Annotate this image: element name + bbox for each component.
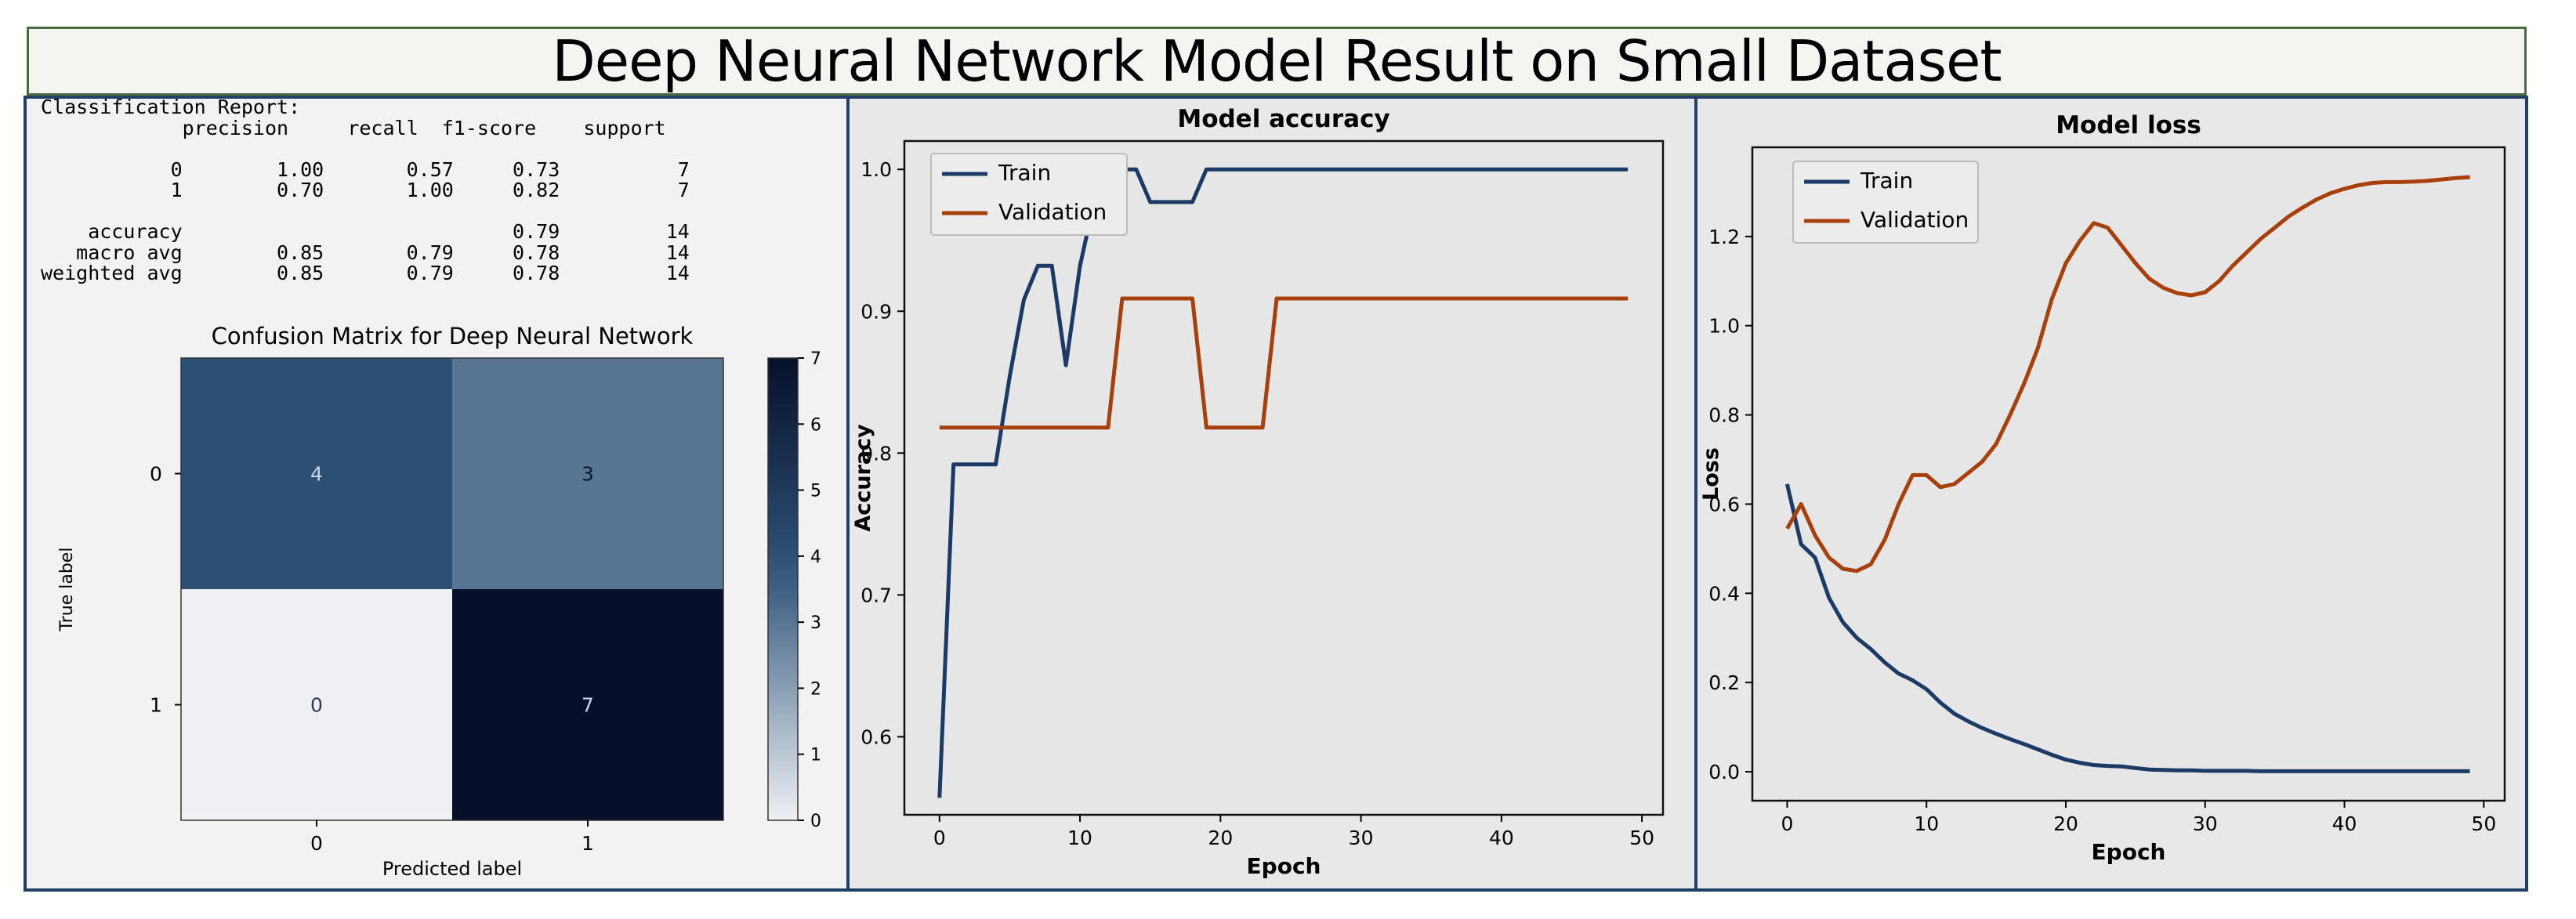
cm-cell-value: 0 (310, 694, 323, 717)
x-tick-label: 30 (1349, 827, 1374, 849)
cm-colorbar-tick-label: 7 (810, 349, 821, 369)
figure-frame (24, 96, 2528, 892)
cm-cell (452, 589, 723, 820)
cm-x-tick-label: 1 (582, 832, 594, 855)
cm-colorbar-tick-label: 1 (810, 746, 821, 765)
y-tick-label: 1.2 (1708, 226, 1740, 248)
cm-ylabel: True label (57, 548, 77, 632)
page-title: Deep Neural Network Model Result on Smal… (552, 28, 2002, 94)
cm-cell-value: 3 (582, 463, 594, 486)
cm-cell (181, 358, 452, 589)
plot-area (1751, 146, 2506, 802)
y-axis-label: Accuracy (851, 424, 875, 532)
x-tick-label: 20 (1208, 827, 1233, 849)
cm-frame (180, 357, 724, 821)
y-tick-label: 0.4 (1708, 582, 1740, 605)
x-axis-label: Epoch (1247, 853, 1321, 879)
x-tick-label: 10 (1067, 827, 1092, 849)
legend-label: Train (998, 160, 1051, 186)
series-line-train (937, 167, 1629, 798)
cm-colorbar-tick-label: 6 (810, 415, 821, 435)
cm-colorbar-tick-label: 2 (810, 679, 821, 699)
confusion-matrix-title: Confusion Matrix for Deep Neural Network (212, 323, 694, 349)
x-tick-label: 0 (933, 827, 946, 849)
x-tick-label: 40 (1489, 827, 1514, 849)
cm-colorbar-tick-label: 4 (810, 548, 821, 567)
x-tick-label: 10 (1914, 812, 1939, 835)
cm-colorbar-tick-label: 3 (810, 613, 821, 633)
y-tick-label: 0.7 (860, 584, 892, 606)
y-tick-label: 0.9 (860, 300, 892, 323)
legend-label: Validation (1860, 207, 1969, 233)
cm-cell-value: 7 (582, 694, 594, 717)
series-line-train (1784, 483, 2470, 773)
x-tick-label: 20 (2053, 812, 2078, 835)
cm-colorbar-tick-label: 0 (810, 812, 821, 831)
y-tick-label: 1.0 (1708, 315, 1740, 338)
cm-cell-value: 4 (310, 463, 323, 486)
y-tick-label: 0.8 (1708, 404, 1740, 427)
cm-y-tick-label: 0 (150, 463, 162, 486)
x-tick-label: 30 (2193, 812, 2218, 835)
cm-x-tick-label: 0 (310, 832, 323, 855)
y-tick-label: 1.0 (860, 158, 892, 181)
cm-cell (452, 358, 723, 589)
legend-label: Train (1860, 168, 1913, 194)
cm-xlabel: Predicted label (382, 858, 522, 880)
x-axis-label: Epoch (2092, 839, 2166, 865)
y-tick-label: 0.2 (1708, 671, 1740, 694)
title-banner: Deep Neural Network Model Result on Smal… (27, 27, 2527, 96)
series-line-validation (1785, 175, 2470, 573)
x-tick-label: 40 (2332, 812, 2357, 835)
cm-y-tick-label: 1 (150, 694, 162, 717)
cm-cell (181, 589, 452, 820)
legend-label: Validation (998, 199, 1107, 225)
y-tick-label: 0.8 (860, 442, 892, 465)
y-tick-label: 0.6 (1708, 493, 1740, 516)
x-tick-label: 50 (2471, 812, 2496, 835)
plot-area (903, 139, 1665, 816)
legend: Train Validation (1792, 161, 1979, 244)
series-line-validation (939, 296, 1629, 430)
legend: Train Validation (930, 153, 1128, 236)
classification-report: Classification Report: precision recall … (41, 96, 690, 284)
chart-title: Model loss (2056, 111, 2201, 139)
y-tick-label: 0.0 (1708, 761, 1740, 783)
y-tick-label: 0.6 (860, 725, 892, 748)
cm-colorbar-tick-label: 5 (810, 482, 821, 501)
x-tick-label: 0 (1781, 812, 1793, 835)
y-axis-label: Loss (1699, 447, 1723, 501)
cm-colorbar (767, 357, 799, 821)
x-tick-label: 50 (1629, 827, 1654, 849)
chart-title: Model accuracy (1177, 105, 1389, 133)
